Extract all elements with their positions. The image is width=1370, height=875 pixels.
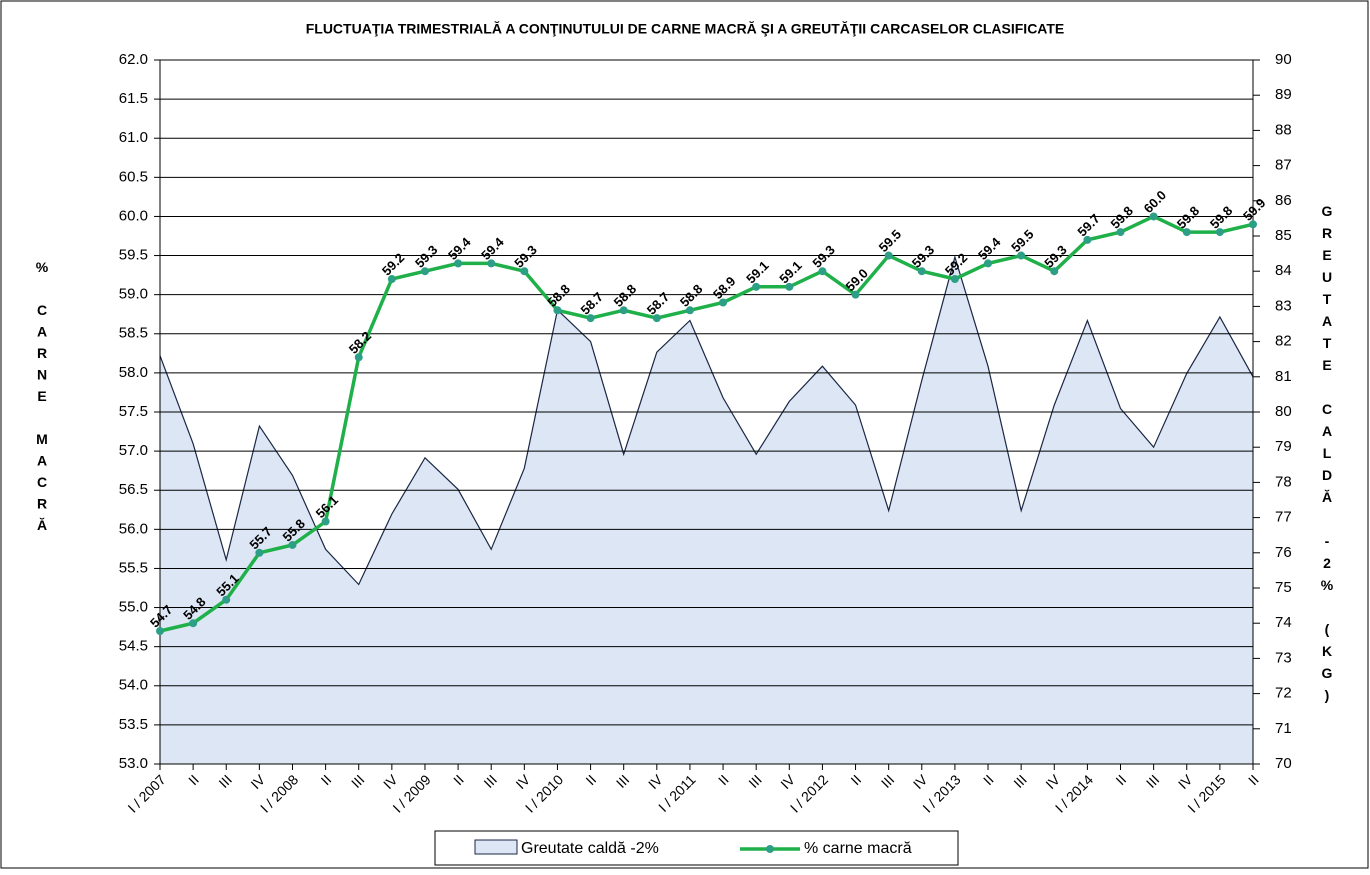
legend: Greutate caldă -2% % carne macră [434, 830, 959, 866]
marker [1017, 251, 1026, 260]
marker [719, 298, 728, 307]
y2-tick-label: 85 [1275, 227, 1292, 244]
marker [950, 275, 959, 284]
marker [619, 306, 628, 315]
y-tick-label: 58.5 [119, 325, 148, 342]
marker [586, 314, 595, 323]
marker [156, 627, 164, 636]
y-tick-label: 60.5 [119, 168, 148, 185]
legend-swatch [474, 839, 518, 855]
marker [255, 548, 264, 557]
y2-tick-label: 80 [1275, 403, 1292, 420]
y2-tick-label: 77 [1275, 509, 1292, 526]
y-tick-label: 62.0 [119, 51, 148, 68]
marker [818, 267, 827, 276]
marker [984, 259, 993, 268]
y-tick-label: 55.0 [119, 599, 148, 616]
marker [851, 290, 860, 299]
marker [884, 251, 893, 260]
marker [553, 306, 562, 315]
marker [1182, 228, 1191, 237]
marker [652, 314, 661, 323]
y-tick-label: 53.5 [119, 716, 148, 733]
marker [1149, 212, 1158, 221]
y-tick-label: 60.0 [119, 207, 148, 224]
y-tick-label: 57.5 [119, 403, 148, 420]
y2-tick-label: 73 [1275, 649, 1292, 666]
marker [420, 267, 429, 276]
y-tick-label: 58.0 [119, 364, 148, 381]
marker [685, 306, 694, 315]
legend-box [434, 830, 959, 866]
marker [917, 267, 926, 276]
legend-label: Greutate caldă -2% [521, 840, 659, 857]
y-tick-label: 59.5 [119, 247, 148, 264]
y2-tick-label: 74 [1275, 614, 1292, 631]
y-tick-label: 54.0 [119, 677, 148, 694]
marker [288, 540, 297, 549]
marker [785, 282, 794, 291]
y2-tick-label: 90 [1275, 51, 1292, 68]
area-edge [159, 254, 1254, 586]
y2-tick-label: 78 [1275, 473, 1292, 490]
y2-tick-label: 72 [1275, 685, 1292, 702]
y2-tick-label: 88 [1275, 121, 1292, 138]
y2-tick-label: 83 [1275, 297, 1292, 314]
marker [354, 353, 363, 362]
marker [222, 595, 231, 604]
y2-tick-label: 86 [1275, 192, 1292, 209]
y-tick-label: 57.0 [119, 442, 148, 459]
legend-label: % carne macră [804, 840, 912, 857]
marker [1083, 235, 1092, 244]
y2-tick-label: 70 [1275, 755, 1292, 772]
y2-tick-label: 81 [1275, 368, 1292, 385]
marker [520, 267, 529, 276]
y2-tick-label: 71 [1275, 720, 1292, 737]
y2-tick-label: 82 [1275, 333, 1292, 350]
y-tick-label: 56.0 [119, 520, 148, 537]
marker [1050, 267, 1059, 276]
legend-marker [766, 845, 774, 853]
marker [321, 517, 330, 526]
marker [1249, 220, 1257, 229]
y-tick-label: 61.5 [119, 90, 148, 107]
y2-tick-label: 75 [1275, 579, 1292, 596]
y-tick-label: 61.0 [119, 129, 148, 146]
line [159, 214, 1254, 633]
area [160, 257, 1253, 764]
marker [752, 282, 761, 291]
chart-title: FLUCTUAŢIA TRIMESTRIALĂ A CONŢINUTULUI D… [306, 21, 1065, 37]
marker [487, 259, 496, 268]
y2-tick-label: 89 [1275, 86, 1292, 103]
y-tick-label: 56.5 [119, 481, 148, 498]
y-tick-label: 53.0 [119, 755, 148, 772]
y-tick-label: 59.0 [119, 286, 148, 303]
marker [1215, 228, 1224, 237]
marker [387, 275, 396, 284]
y-tick-label: 55.5 [119, 559, 148, 576]
marker [189, 619, 198, 628]
y2-tick-label: 87 [1275, 157, 1292, 174]
y-tick-label: 54.5 [119, 638, 148, 655]
y2-tick-label: 84 [1275, 262, 1292, 279]
marker [1116, 228, 1125, 237]
y2-tick-label: 76 [1275, 544, 1292, 561]
marker [454, 259, 463, 268]
y2-tick-label: 79 [1275, 438, 1292, 455]
